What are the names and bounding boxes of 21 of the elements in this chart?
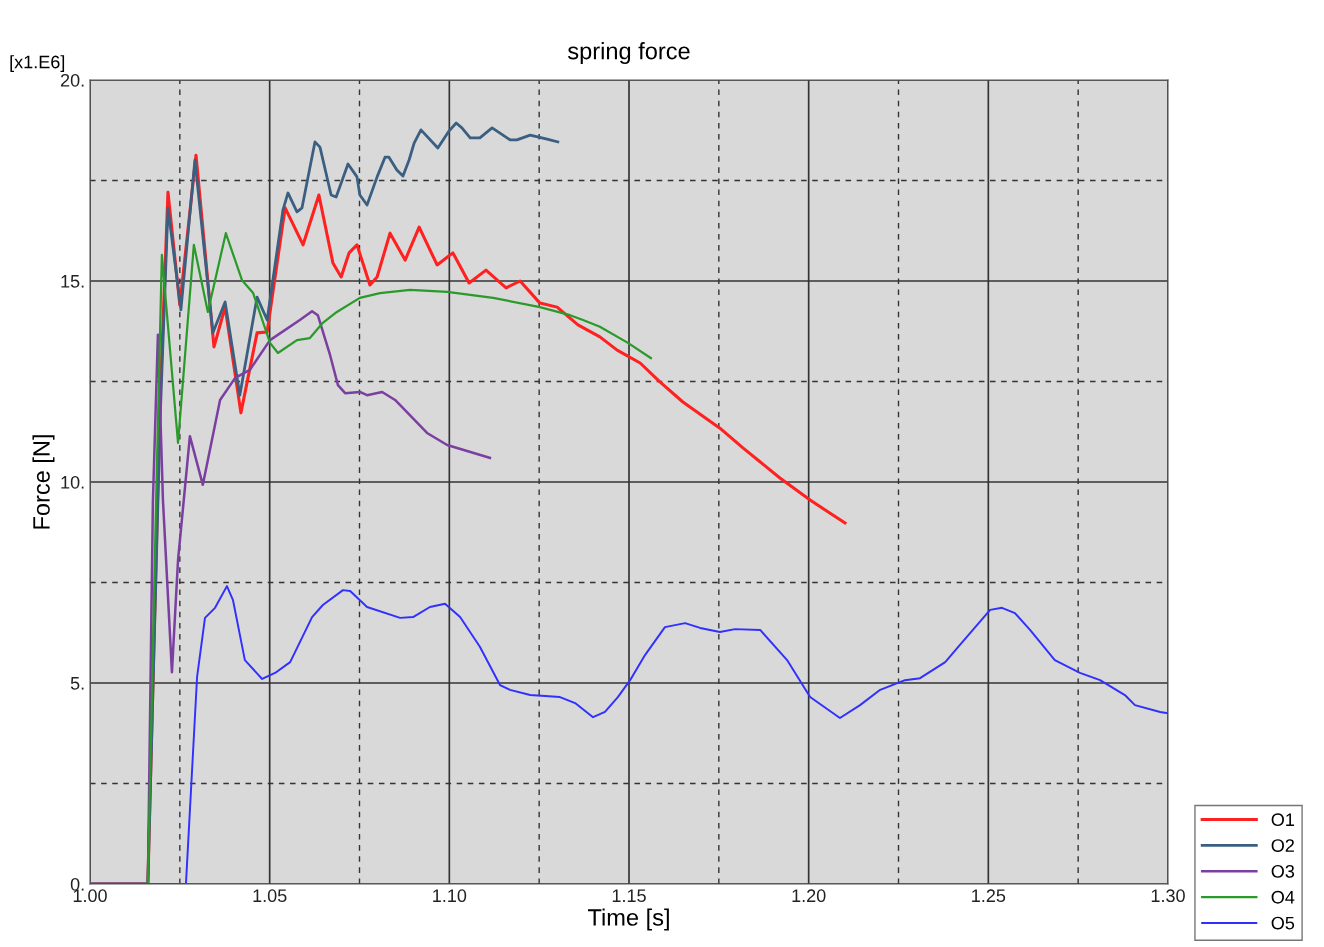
x-tick-label: 1.10 [433,889,467,903]
y-tick-label: 20. [60,73,84,87]
x-tick-label: 1.25 [972,889,1006,903]
y-axis-title: Force [N] [32,435,55,529]
legend-label: O1 [1271,813,1294,827]
x-tick-label: 1.15 [612,889,646,903]
x-tick-label: 1.20 [792,889,826,903]
legend-label: O5 [1271,916,1295,930]
y-tick-label: 0. [70,877,84,891]
x-tick-label: 1.05 [253,889,287,903]
y-tick-label: 5. [70,677,84,690]
legend-label: O2 [1271,839,1294,852]
y-tick-label: 15. [61,275,84,288]
text: [x1.E6] [10,55,65,72]
legend-label: O4 [1271,890,1295,904]
x-axis-title: Time [s] [588,908,669,931]
x-tick-label: 1.00 [73,889,107,903]
chart-title: spring force [567,42,690,65]
legend-label: O3 [1271,864,1295,878]
x-tick-label: 1.30 [1151,889,1185,903]
y-tick-label: 10. [61,475,84,489]
